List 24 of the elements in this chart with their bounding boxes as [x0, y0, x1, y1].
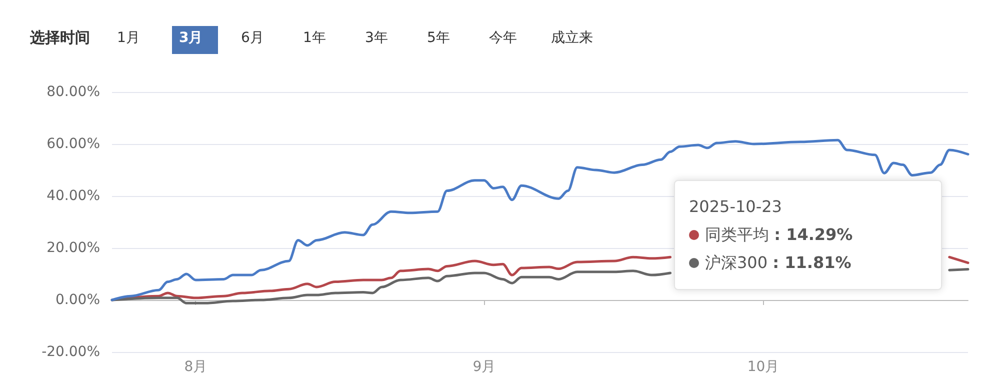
y-tick-label: 80.00% [46, 84, 100, 100]
y-tick-label: 20.00% [46, 240, 100, 256]
chart-title: 选择时间 [29, 28, 90, 46]
legend-label: 同类平均 [705, 225, 769, 244]
text: 1年 [303, 30, 326, 46]
text: 1月 [117, 30, 140, 46]
y-tick-label: 40.00% [46, 188, 100, 204]
x-tick-label: 10月 [747, 359, 780, 375]
text: 5年 [427, 30, 450, 46]
line-series [110, 138, 970, 302]
annotation: : 14.29% [774, 225, 853, 244]
y-tick-label: 0.00% [56, 292, 100, 308]
annotation: : 11.81% [772, 253, 852, 272]
x-tick-label: 9月 [472, 359, 496, 375]
legend-label: 沪深300 [705, 253, 768, 272]
text: 今年 [489, 30, 517, 46]
annotation: 2025-10-23 [689, 196, 783, 218]
y-tick-label: -20.00% [42, 344, 100, 360]
text: 3月 [179, 30, 203, 46]
x-tick-label: 8月 [184, 359, 208, 375]
y-tick-label: 60.00% [46, 136, 100, 152]
text: 3年 [365, 30, 388, 46]
text: 6月 [241, 30, 264, 46]
text: 成立来 [551, 30, 593, 46]
